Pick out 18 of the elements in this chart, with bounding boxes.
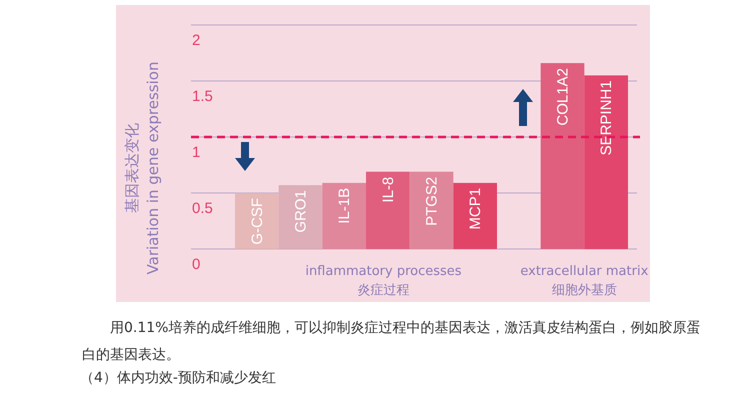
x-tick-label: IL-8 (380, 176, 397, 203)
text: inflammatory processes 炎症过程 (305, 264, 462, 298)
x-tick-label: IL-1B (336, 188, 354, 224)
y-tick-label: 1.5 (192, 88, 213, 105)
x-tick-label: GRO1 (292, 190, 310, 233)
text: 用0.11%培养的成纤维细胞，可以抑制炎症过程中的基因表达，激活真皮结构蛋白，例如胶原蛋白的基因表达。 (82, 319, 702, 365)
y-axis-title: 基因表达变化 Variation in gene expression (123, 62, 162, 274)
y-tick-label: 1 (192, 144, 200, 161)
text: extracellular matrix 细胞外基质 (520, 264, 649, 298)
x-tick-label: PTGS2 (424, 176, 440, 226)
text: （4）体内功效-预防和减少发红 (80, 369, 276, 387)
x-tick-label: MCP1 (467, 188, 484, 230)
y-tick-label: 2 (192, 32, 200, 49)
x-tick-label: G-CSF (248, 198, 266, 245)
y-tick-label: 0.5 (192, 200, 213, 217)
x-tick-label: COL1A2 (554, 68, 572, 126)
y-tick-label: 0 (192, 256, 200, 273)
x-tick-label: SERPINH1 (598, 80, 616, 156)
